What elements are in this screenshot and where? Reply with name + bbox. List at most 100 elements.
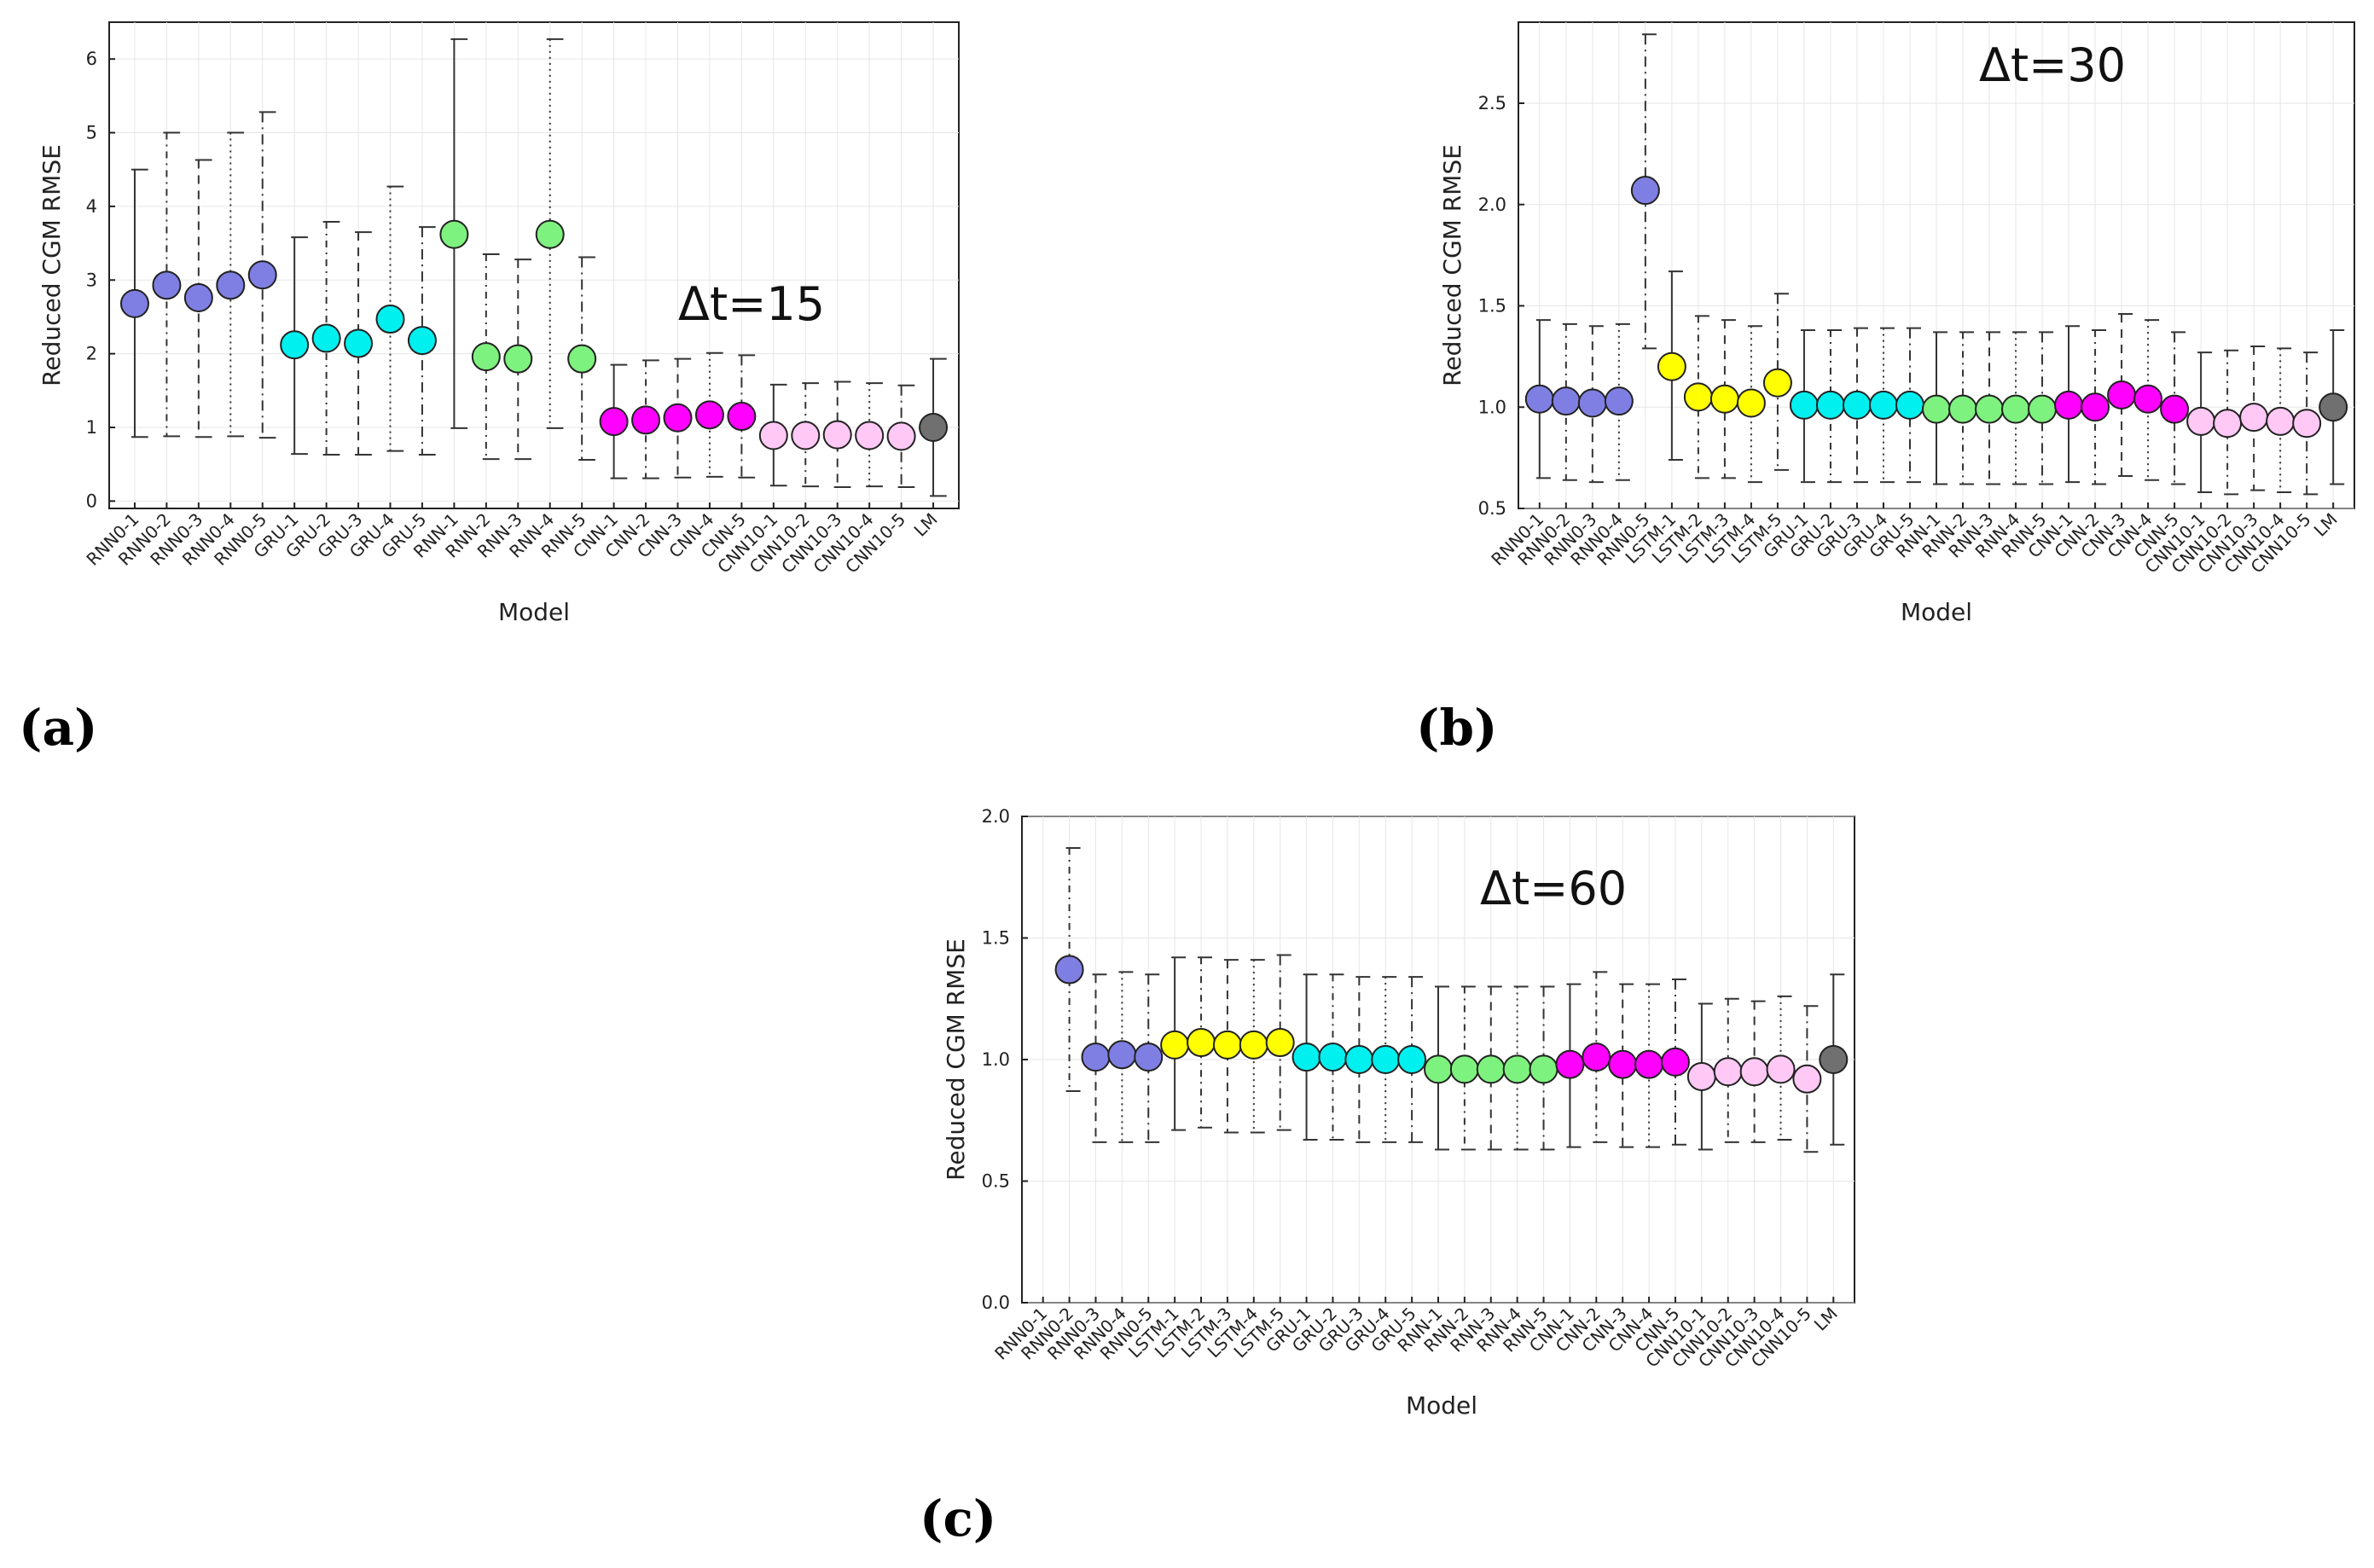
data-point-cnn-4 [2133,384,2163,414]
data-point-cnn10-2 [2213,409,2243,438]
data-point-lm [919,413,949,442]
data-point-rnn-4 [2001,394,2031,424]
y-tick-label: 5 [86,123,97,143]
data-point-lm [2319,392,2348,422]
data-point-cnn10-2 [1713,1057,1743,1087]
data-point-lstm-2 [1187,1028,1216,1058]
data-point-rnn0-5 [1134,1042,1164,1072]
data-point-rnn-3 [503,344,533,374]
data-point-gru-2 [1815,390,1845,420]
y-tick-label: 1.0 [1478,397,1506,417]
data-point-lstm-1 [1657,351,1686,381]
panel-c: 0.00.51.01.52.0RNN0-1RNN0-2RNN0-3RNN0-4R… [920,806,1855,1548]
plot-frame-a [108,21,960,509]
annotation-c: Δt=60 [1480,862,1627,915]
data-point-rnn0-1 [1524,384,1554,414]
y-tick-label: 1.5 [982,928,1010,949]
data-point-cnn-2 [2081,392,2110,422]
data-point-cnn-1 [1555,1049,1585,1079]
annotation-b: Δt=30 [1979,38,2126,92]
data-point-gru-1 [1291,1042,1321,1072]
data-point-rnn-5 [1529,1054,1558,1084]
y-axis-label-c: Reduced CGM RMSE [942,938,970,1181]
data-point-cnn-1 [2054,390,2084,420]
data-point-rnn0-5 [1630,176,1660,206]
y-axis-label-a: Reduced CGM RMSE [38,144,66,386]
data-point-cnn10-5 [2292,409,2322,438]
y-tick-label: 2.0 [1478,195,1506,215]
data-point-rnn0-1 [119,288,149,318]
data-point-gru-4 [1371,1045,1401,1074]
data-point-lstm-5 [1762,368,1792,398]
panel-a: 0123456RNN0-1RNN0-2RNN0-3RNN0-4RNN0-5GRU… [19,21,960,757]
data-point-gru-2 [311,323,341,353]
x-tick-label: LM [1810,1304,1842,1335]
data-point-rnn0-2 [1551,386,1581,416]
data-point-gru-4 [375,305,405,334]
data-point-cnn-2 [631,405,661,435]
annotation-a: Δt=15 [678,277,825,331]
data-point-cnn10-5 [886,421,916,451]
data-point-gru-4 [1868,390,1898,420]
data-point-gru-3 [344,328,374,358]
y-tick-label: 1.0 [982,1049,1010,1070]
data-point-rnn0-2 [1054,955,1084,984]
data-point-cnn-4 [694,400,724,430]
data-point-rnn0-4 [1604,386,1634,416]
y-tick-label: 1 [86,417,97,438]
data-point-lstm-4 [1736,388,1766,418]
data-point-cnn10-3 [822,420,852,450]
data-point-lstm-2 [1683,382,1713,412]
data-point-cnn10-5 [1792,1064,1822,1094]
data-point-cnn-3 [663,403,693,433]
y-tick-label: 0 [86,491,97,511]
x-axis-label-b: Model [1901,598,1972,626]
data-point-rnn-1 [1424,1054,1453,1084]
x-axis-label-c: Model [1406,1391,1477,1420]
data-point-rnn-4 [535,219,565,249]
data-point-rnn0-3 [1577,388,1607,418]
y-tick-label: 2 [86,344,97,364]
data-point-rnn0-3 [1081,1042,1111,1072]
data-point-rnn-3 [1476,1054,1506,1084]
y-tick-label: 0.0 [982,1292,1010,1313]
data-point-cnn-3 [1608,1049,1638,1079]
data-point-cnn-4 [1634,1049,1664,1079]
data-point-lstm-5 [1265,1028,1295,1058]
data-point-cnn-3 [2107,380,2137,409]
data-point-rnn-2 [1948,394,1978,424]
y-tick-label: 2.0 [982,806,1010,827]
data-point-lstm-4 [1239,1030,1268,1060]
data-point-cnn-1 [599,407,629,437]
data-point-cnn10-1 [1686,1061,1716,1091]
data-point-cnn-5 [1660,1047,1690,1077]
data-point-cnn10-4 [855,421,885,450]
data-point-rnn-4 [1502,1054,1532,1084]
data-point-rnn-5 [567,344,597,374]
panel-b: 0.51.01.52.02.5RNN0-1RNN0-2RNN0-3RNN0-4R… [1416,21,2355,757]
y-tick-label: 3 [86,270,97,290]
data-point-rnn-3 [1975,394,2005,424]
panel-label-c: (c) [920,1490,996,1548]
x-tick-label: LM [2310,509,2342,541]
y-tick-label: 0.5 [1478,498,1506,519]
data-point-rnn0-3 [183,283,213,312]
data-point-cnn-5 [727,402,757,432]
data-point-rnn-1 [1922,394,1951,424]
data-point-lstm-1 [1160,1030,1190,1060]
data-point-rnn-1 [439,219,469,249]
data-point-cnn10-3 [1739,1057,1769,1087]
y-axis-label-b: Reduced CGM RMSE [1438,144,1466,386]
y-tick-label: 0.5 [982,1171,1010,1192]
data-point-lstm-3 [1212,1030,1242,1060]
data-point-cnn10-2 [791,421,821,450]
data-point-cnn10-3 [2239,403,2269,433]
data-point-gru-1 [280,330,310,360]
data-point-cnn-2 [1582,1042,1611,1072]
data-point-gru-3 [1842,390,1872,420]
data-point-lstm-3 [1709,384,1739,414]
data-point-gru-3 [1344,1045,1374,1074]
data-point-rnn-5 [2028,394,2058,424]
y-tick-label: 1.5 [1478,296,1506,317]
